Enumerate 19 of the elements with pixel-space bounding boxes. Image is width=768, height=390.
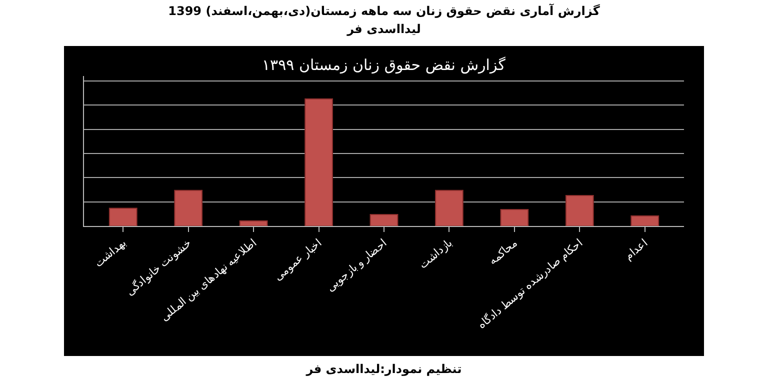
bar [239, 220, 268, 226]
bar [435, 190, 464, 226]
chart-title: گزارش آماری نقض حقوق زنان سه ماهه زمستان(دی،بهمن،اسفند) 1399 [167, 4, 601, 20]
text: تنظیم نمودار:لیدااسدی فر [304, 362, 463, 376]
bar [174, 190, 203, 226]
x-tick-label: اعدام [621, 235, 651, 264]
x-tick-label: بهداشت [91, 235, 130, 271]
bar [108, 208, 138, 226]
bar [630, 215, 660, 226]
x-tick-label: محاکمه [486, 235, 521, 268]
bar [370, 214, 398, 226]
text: گزارش نقض حقوق زنان زمستان ۱۳۹۹ [262, 56, 506, 74]
bar [565, 194, 594, 226]
bar [304, 98, 333, 226]
x-tick-label: بازداشت [416, 235, 456, 272]
x-tick-label: اخبار عمومی [270, 235, 325, 284]
x-tick-label: احضار و بازجویی [323, 235, 390, 296]
bar [500, 208, 529, 226]
chart-subtitle: لیدااسدی فر [346, 22, 422, 38]
